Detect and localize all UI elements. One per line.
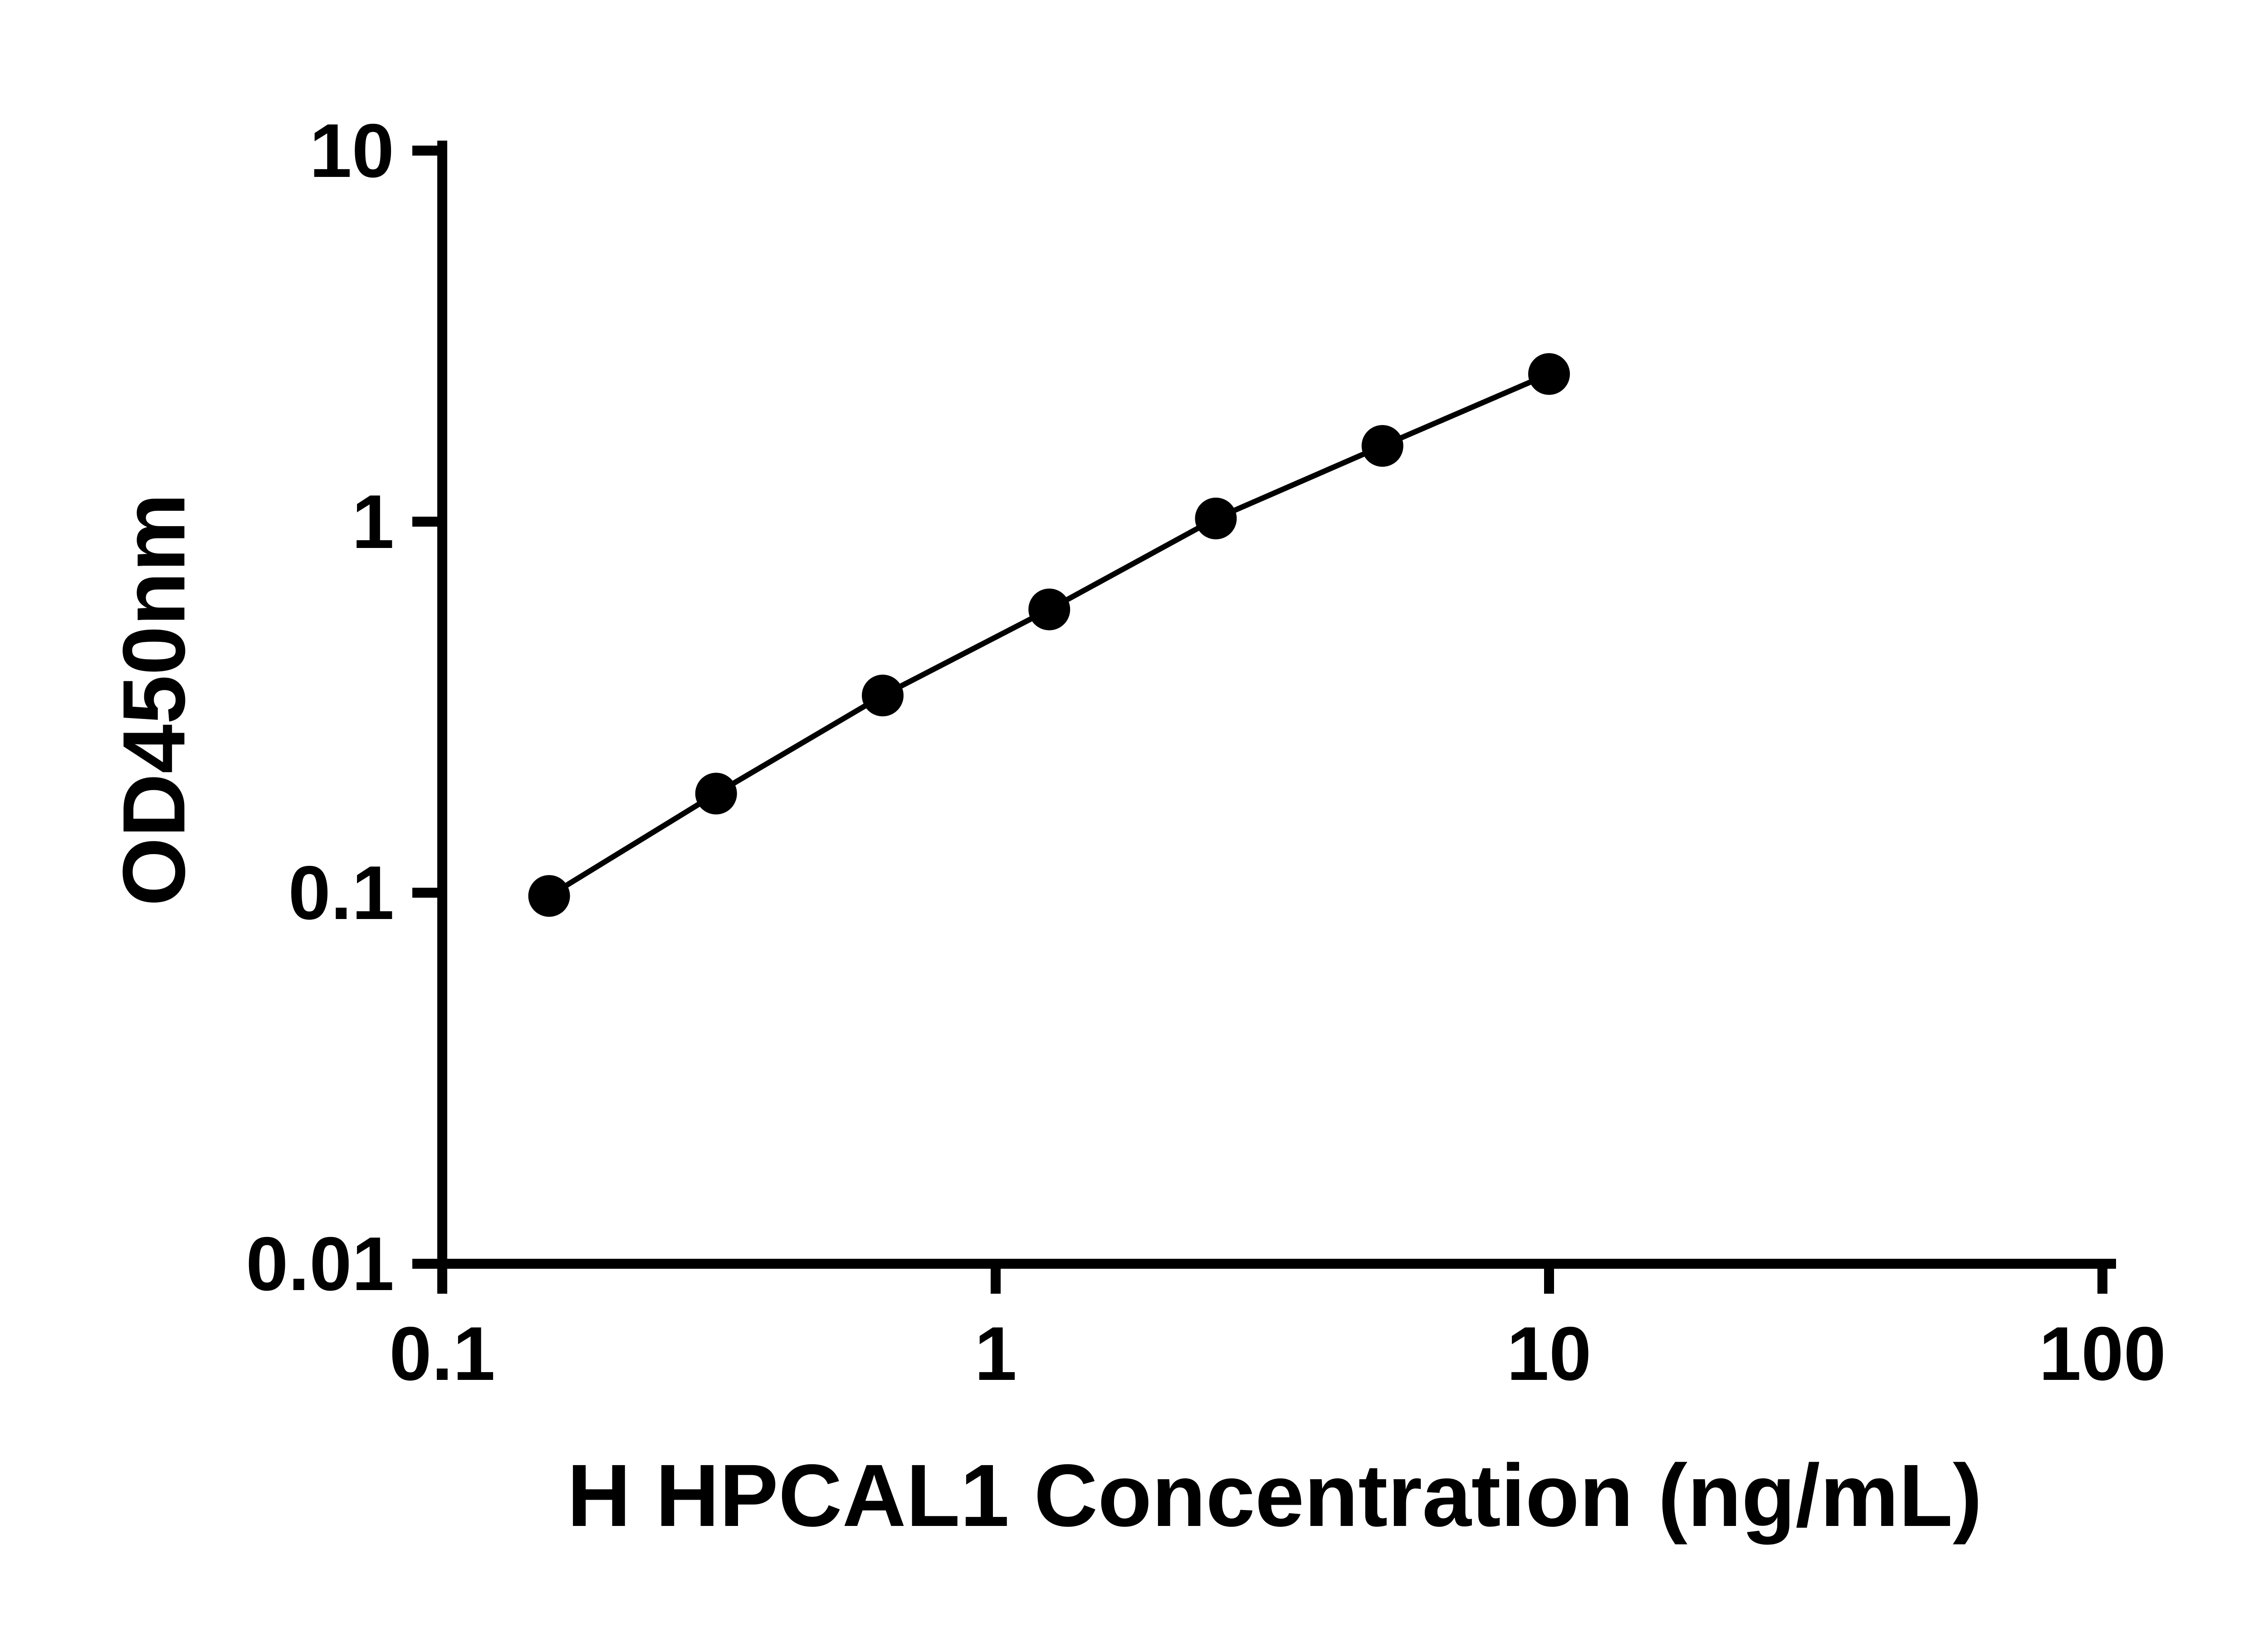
data-point [1028,588,1070,631]
x-tick-label: 10 [1507,1311,1592,1396]
x-axis-title: H HPCAL1 Concentration (ng/mL) [567,1446,1982,1545]
y-axis-title: OD450nm [104,493,204,906]
y-tick-label: 0.01 [246,1221,394,1306]
x-tick-label: 0.1 [389,1311,495,1396]
data-point [861,675,904,717]
data-point [1528,353,1570,395]
y-tick-label: 10 [309,108,394,193]
y-tick-label: 1 [352,479,394,564]
data-point [1195,497,1237,539]
y-tick-label: 0.1 [288,850,394,935]
x-tick-label: 1 [974,1311,1017,1396]
data-point [528,875,570,917]
x-tick-label: 100 [2039,1311,2166,1396]
data-point [695,772,737,815]
data-point [1361,425,1403,467]
